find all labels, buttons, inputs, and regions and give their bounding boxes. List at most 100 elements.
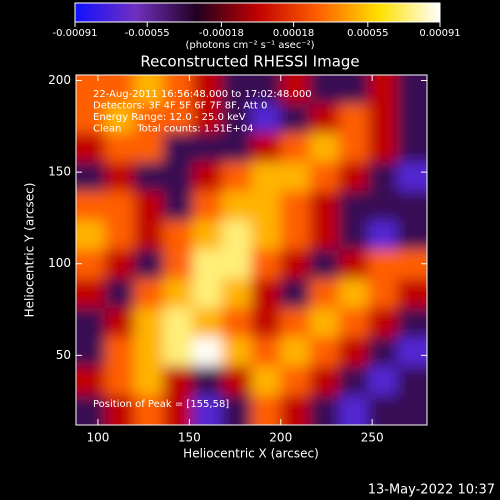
heat-cell <box>134 162 165 193</box>
heat-cell <box>192 278 223 309</box>
heat-cell <box>251 75 282 106</box>
heat-cell <box>134 278 165 309</box>
heat-cell <box>368 132 399 163</box>
heat-cell <box>280 278 311 309</box>
heat-cell <box>134 220 165 251</box>
heat-cell <box>397 103 427 134</box>
heat-cell <box>221 249 252 280</box>
heat-cell <box>280 337 311 368</box>
heat-cell <box>134 366 165 397</box>
heat-cell <box>192 132 223 163</box>
heat-cell <box>309 220 340 251</box>
heat-cell <box>309 162 340 193</box>
heat-cell <box>192 366 223 397</box>
heat-cell <box>368 75 399 106</box>
heat-cell <box>163 220 194 251</box>
footer: 13-May-2022 10:37 <box>368 483 495 498</box>
heat-cell <box>368 162 399 193</box>
heat-cell <box>76 337 107 368</box>
heat-cell <box>397 337 427 368</box>
x-tick-label: 150 <box>178 431 201 445</box>
heat-cell <box>192 162 223 193</box>
heat-cell <box>104 191 135 222</box>
plot-frame <box>75 74 428 426</box>
heat-cell <box>280 75 311 106</box>
heat-cell <box>251 278 282 309</box>
heat-cell <box>192 191 223 222</box>
heat-cell <box>134 395 165 425</box>
heat-cell <box>338 249 369 280</box>
heat-cell <box>338 103 369 134</box>
heat-cell <box>221 162 252 193</box>
heat-cell <box>134 307 165 338</box>
heat-cell <box>221 220 252 251</box>
heat-cell <box>104 366 135 397</box>
heat-cell <box>251 191 282 222</box>
heat-cell <box>397 278 427 309</box>
heat-cell <box>309 278 340 309</box>
y-axis-label: Heliocentric Y (arcsec) <box>23 183 37 318</box>
chart-title: Reconstructed RHESSI Image <box>140 53 359 71</box>
annotation: 22-Aug-2011 16:56:48.000 to 17:02:48.000 <box>93 89 312 100</box>
heat-cell <box>309 191 340 222</box>
heat-cell <box>251 366 282 397</box>
heat-cell <box>104 75 135 106</box>
heat-cell <box>368 307 399 338</box>
heat-cell <box>338 395 369 425</box>
heat-cell <box>163 278 194 309</box>
heat-cell <box>309 337 340 368</box>
heat-cell <box>280 103 311 134</box>
heat-cell <box>163 75 194 106</box>
heat-cell <box>397 395 427 425</box>
heat-cell <box>221 366 252 397</box>
heat-cell <box>134 337 165 368</box>
heat-cell <box>192 103 223 134</box>
heat-cell <box>221 337 252 368</box>
heat-cell <box>309 103 340 134</box>
heat-cell <box>104 395 135 425</box>
colorbar-tick-label: -0.00055 <box>125 28 170 39</box>
x-tick-label: 250 <box>361 431 384 445</box>
heat-cell <box>76 162 107 193</box>
heat-cell <box>134 103 165 134</box>
heat-cell <box>104 220 135 251</box>
annotation: Energy Range: 12.0 - 25.0 keV <box>93 112 246 123</box>
heat-cell <box>104 132 135 163</box>
heat-cell <box>221 278 252 309</box>
heat-cell <box>397 162 427 193</box>
heat-cell <box>76 220 107 251</box>
heat-cell <box>251 249 282 280</box>
heat-cell <box>338 75 369 106</box>
heat-cell <box>76 249 107 280</box>
heat-cell <box>76 278 107 309</box>
colorbar <box>74 2 441 23</box>
colorbar-tick-label: -0.00018 <box>199 28 244 39</box>
heat-cell <box>397 307 427 338</box>
heat-cell <box>192 307 223 338</box>
heat-cell <box>221 191 252 222</box>
heat-cell <box>368 395 399 425</box>
y-tick-label: 50 <box>56 348 71 362</box>
heat-cell <box>76 132 107 163</box>
peak-label: Position of Peak = [155,58] <box>93 399 229 410</box>
heat-cell <box>104 278 135 309</box>
heat-cell <box>368 220 399 251</box>
heat-cell <box>192 395 223 425</box>
heat-cell <box>309 395 340 425</box>
heat-cell <box>251 132 282 163</box>
x-tick-label: 100 <box>86 431 109 445</box>
heat-cell <box>338 307 369 338</box>
heat-cell <box>163 395 194 425</box>
heat-cell <box>221 103 252 134</box>
heat-cell <box>163 132 194 163</box>
heat-cell <box>338 191 369 222</box>
heat-cell <box>76 395 107 425</box>
heat-cell <box>221 307 252 338</box>
heat-cell <box>134 191 165 222</box>
heat-cell <box>280 220 311 251</box>
heat-cell <box>163 337 194 368</box>
heat-cell <box>251 395 282 425</box>
heat-cell <box>397 366 427 397</box>
heat-cell <box>309 307 340 338</box>
